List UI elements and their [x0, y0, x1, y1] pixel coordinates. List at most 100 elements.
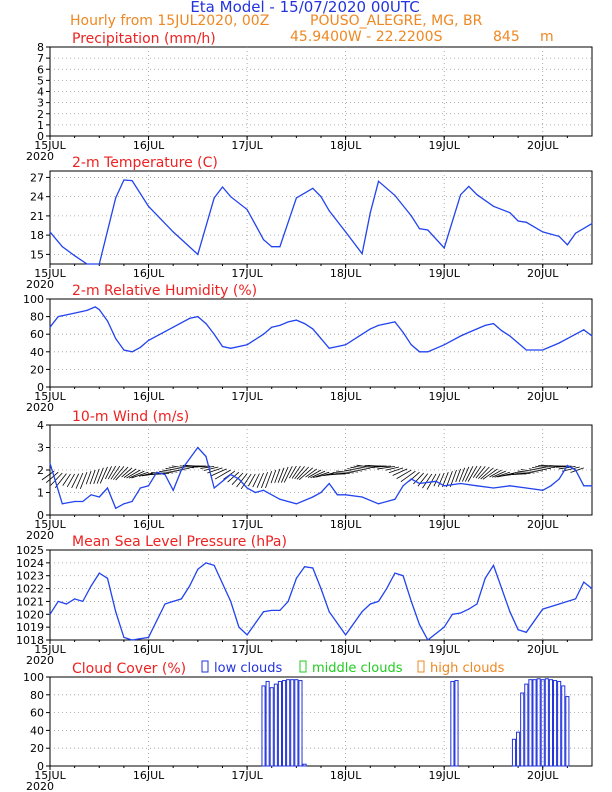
wind-barb: [472, 465, 482, 478]
data-point: [542, 489, 544, 491]
x-tick-label: 15JUL: [34, 267, 66, 280]
run-info: Hourly from 15JUL2020, 00Z: [70, 13, 269, 29]
bar-cloud: [557, 680, 562, 767]
y-tick-label: 40: [30, 346, 44, 359]
panel-cloud: 0 20 40 60 80 100 15JUL 16JUL 17JUL 18JUL 19JUL 20J…: [23, 660, 593, 792]
wind-barb: [385, 466, 400, 471]
x-tick-label: 20JUL: [527, 267, 559, 280]
y-tick-label: 1: [37, 487, 44, 500]
data-point: [221, 345, 224, 348]
data-point: [115, 197, 117, 199]
wind-barb: [353, 465, 371, 470]
data-point: [418, 482, 421, 485]
bar-cloud: [273, 683, 278, 767]
bar-cloud: [281, 680, 287, 767]
data-point: [82, 600, 84, 603]
y-tick-label: 15: [30, 248, 44, 261]
legend-label: middle clouds: [312, 661, 403, 676]
data-point: [205, 455, 207, 458]
data-point: [123, 349, 125, 351]
data-point: [180, 598, 182, 600]
wind-barb: [274, 468, 281, 484]
x-tick-label: 19JUL: [428, 518, 460, 531]
wind-barb: [62, 473, 71, 486]
data-point: [246, 344, 248, 346]
y-tick-label: 40: [30, 724, 44, 737]
wind-barb: [236, 473, 248, 488]
data-point: [574, 598, 577, 600]
bar-cloud: [302, 763, 307, 767]
wind-barb: [227, 471, 240, 483]
data-point: [221, 186, 224, 188]
data-point: [238, 626, 240, 628]
wind-barb: [449, 469, 457, 488]
wind-barb: [475, 466, 486, 479]
data-point: [82, 500, 84, 503]
data-point: [542, 608, 544, 610]
x-tick-label: 19JUL: [428, 390, 460, 403]
data-point: [189, 585, 191, 587]
data-point: [94, 306, 96, 308]
y-tick-label: 60: [30, 707, 44, 720]
wind-barb: [85, 470, 92, 485]
wind-barb: [494, 471, 511, 478]
x-tick-label: 15JUL: [34, 518, 66, 531]
bar-cloud: [536, 678, 541, 767]
data-point: [172, 489, 174, 491]
data-point: [180, 469, 182, 471]
x-tick-label: 17JUL: [231, 518, 263, 531]
data-point: [86, 263, 88, 265]
wind-barb: [464, 466, 474, 482]
data-point: [213, 333, 215, 335]
wind-barb: [50, 472, 63, 486]
bar-cloud: [277, 680, 282, 767]
y-tick-label: 7: [37, 52, 44, 65]
x-tick-label: 19JUL: [428, 769, 460, 782]
wind-barb: [538, 464, 556, 469]
elevation: 845: [493, 29, 520, 45]
wind-barb: [417, 473, 429, 487]
data-point: [492, 564, 495, 567]
data-point: [566, 338, 568, 340]
data-point: [377, 600, 380, 603]
wind-barb: [388, 467, 404, 474]
data-point: [123, 179, 125, 181]
bar-cloud: [450, 680, 455, 767]
data-point: [542, 349, 544, 351]
data-point: [427, 639, 429, 641]
legend-label: low clouds: [214, 661, 283, 676]
data-point: [189, 317, 191, 319]
bar-cloud: [298, 680, 303, 767]
header: Eta Model - 15/07/2020 00UTC Hourly from…: [70, 0, 554, 45]
wind-barb: [458, 467, 466, 482]
x-tick-label: 18JUL: [330, 643, 362, 656]
data-point: [312, 496, 314, 498]
x-tick-label: 15JUL: [34, 139, 66, 152]
wind-barb: [277, 467, 285, 483]
y-tick-label: 24: [30, 191, 44, 204]
panel-title: 2-m Relative Humidity (%): [72, 283, 257, 299]
wind-barb: [294, 466, 305, 480]
wind-barb: [562, 466, 580, 472]
data-point: [246, 487, 248, 489]
data-point: [377, 324, 380, 326]
series-line-wind: [49, 446, 592, 510]
data-point: [402, 331, 404, 334]
y-tick-label: 0: [37, 381, 44, 394]
y-tick-label: 27: [30, 171, 44, 184]
data-point: [517, 629, 519, 631]
data-point: [574, 232, 577, 234]
data-point: [86, 309, 88, 312]
data-point: [320, 587, 322, 590]
series-line-temp: [49, 179, 593, 265]
plot-frame: [49, 170, 593, 265]
data-point: [312, 187, 314, 189]
x-tick-label: 16JUL: [133, 769, 165, 782]
wind-barb: [497, 472, 515, 478]
coordinates: 45.9400W - 22.2200S: [290, 29, 443, 45]
data-point: [230, 600, 232, 603]
wind-barb: [66, 473, 75, 488]
data-point: [484, 577, 486, 579]
data-point: [345, 231, 347, 233]
